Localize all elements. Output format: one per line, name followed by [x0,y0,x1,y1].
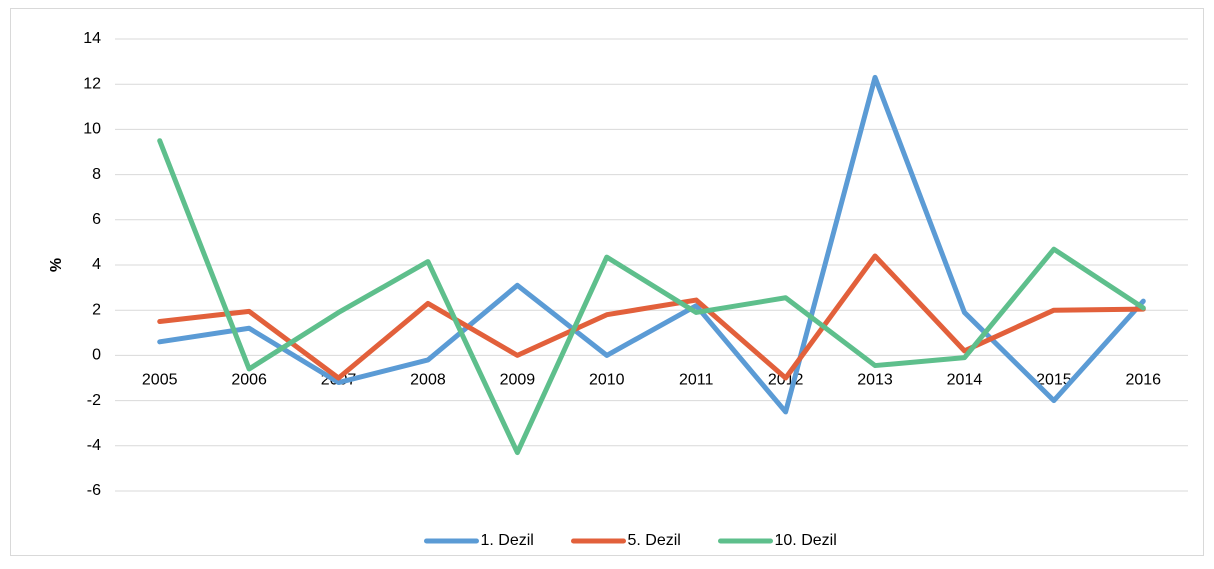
y-tick-label: 2 [92,301,101,318]
x-tick-label: 2013 [857,372,893,389]
x-tick-label: 2010 [589,372,625,389]
y-tick-label: 0 [92,347,101,364]
x-tick-label: 2009 [500,372,536,389]
y-tick-label: -2 [87,392,101,409]
x-tick-label: 2011 [679,372,714,389]
y-axis-label: % [48,258,65,272]
data-line [157,74,1146,415]
y-tick-label: 4 [92,256,101,273]
x-tick-label: 2005 [142,372,178,389]
legend-label: 5. Dezil [628,532,681,549]
chart-border [10,8,1204,556]
x-tick-label: 2014 [947,372,983,389]
data-line [157,253,1146,381]
y-tick-label: -4 [87,437,101,454]
y-tick-label: -6 [87,482,101,499]
x-tick-label: 2015 [1036,372,1072,389]
y-tick-label: 14 [83,30,101,47]
x-tick-label: 2006 [231,372,267,389]
y-tick-label: 8 [92,166,101,183]
y-tick-label: 10 [83,121,101,138]
legend-label: 1. Dezil [481,532,534,549]
x-tick-label: 2008 [410,372,446,389]
legend-label: 10. Dezil [775,532,837,549]
data-line [157,138,1146,456]
y-tick-label: 6 [92,211,101,228]
x-tick-label: 2016 [1125,372,1161,389]
y-tick-label: 12 [83,75,101,92]
